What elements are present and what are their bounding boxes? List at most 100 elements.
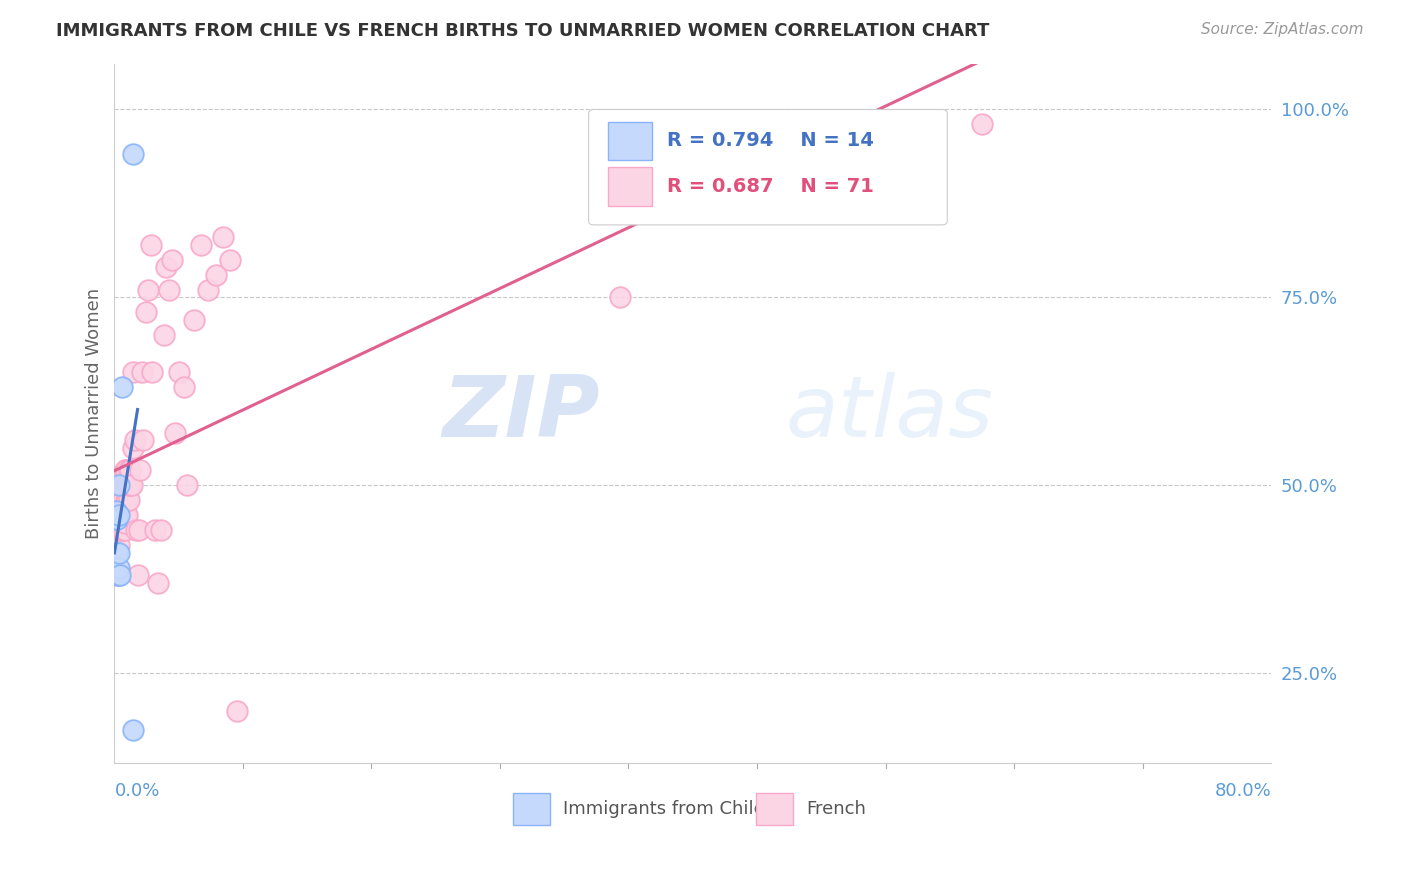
Point [107,546,129,560]
Point [104,512,127,526]
Point [115,463,138,477]
Point [122,365,145,379]
Point [111,380,134,394]
Point [112,493,135,508]
Point [132,433,155,447]
Point [108,500,131,515]
Point [104,512,127,526]
Point [114,523,136,537]
Point [117,493,139,508]
Point [127,568,149,582]
Text: ZIP: ZIP [443,372,600,455]
Point [122,441,145,455]
Point [118,478,141,492]
Point [139,237,162,252]
Point [117,508,139,523]
Point [105,508,128,523]
Point [120,478,142,492]
FancyBboxPatch shape [513,793,551,824]
Point [112,523,135,537]
Point [141,365,163,379]
FancyBboxPatch shape [589,110,948,225]
Point [112,478,135,492]
Point [169,365,191,379]
Point [114,463,136,477]
Point [970,117,993,131]
Point [146,575,169,590]
Point [105,493,128,508]
Point [609,290,631,304]
Point [143,523,166,537]
Point [107,561,129,575]
Text: Immigrants from Chile: Immigrants from Chile [564,800,765,818]
FancyBboxPatch shape [756,793,793,824]
Point [176,478,198,492]
Text: 0.0%: 0.0% [114,782,160,800]
Point [107,538,129,552]
Point [173,380,195,394]
Point [104,504,127,518]
Point [125,523,148,537]
Point [204,268,226,282]
Point [124,433,146,447]
Point [121,478,143,492]
Point [111,523,134,537]
Point [115,493,138,508]
Point [107,508,129,523]
Point [111,508,134,523]
Point [114,478,136,492]
Point [190,237,212,252]
Point [135,305,157,319]
Point [105,512,128,526]
Text: 80.0%: 80.0% [1215,782,1271,800]
Point [111,516,134,530]
Point [136,283,159,297]
Point [152,327,174,342]
Point [115,478,138,492]
Point [118,493,141,508]
Point [115,508,138,523]
Point [111,493,134,508]
Point [131,365,153,379]
Point [120,463,142,477]
Point [104,504,127,518]
Text: R = 0.794    N = 14: R = 0.794 N = 14 [668,131,875,151]
Point [107,568,129,582]
Text: French: French [806,800,866,818]
Point [114,500,136,515]
Point [129,463,152,477]
Y-axis label: Births to Unmarried Women: Births to Unmarried Women [86,288,103,540]
FancyBboxPatch shape [609,167,652,206]
Text: R = 0.687    N = 71: R = 0.687 N = 71 [668,177,875,196]
Point [122,147,145,161]
Point [108,523,131,537]
Text: atlas: atlas [786,372,993,455]
Point [183,312,205,326]
Point [211,230,233,244]
Text: Source: ZipAtlas.com: Source: ZipAtlas.com [1201,22,1364,37]
Point [149,523,172,537]
Point [122,723,145,737]
Point [165,425,187,440]
Point [157,283,180,297]
Point [219,252,242,267]
Point [155,260,177,274]
Point [107,523,129,537]
Point [105,546,128,560]
Point [108,516,131,530]
Point [105,523,128,537]
Point [107,508,129,523]
Point [108,568,131,582]
Text: IMMIGRANTS FROM CHILE VS FRENCH BIRTHS TO UNMARRIED WOMEN CORRELATION CHART: IMMIGRANTS FROM CHILE VS FRENCH BIRTHS T… [56,22,990,40]
Point [117,478,139,492]
Point [128,523,150,537]
Point [197,283,219,297]
Point [105,568,128,582]
Point [111,478,134,492]
Point [114,516,136,530]
Point [112,508,135,523]
Point [118,463,141,477]
Point [162,252,184,267]
Point [107,478,129,492]
FancyBboxPatch shape [609,121,652,161]
